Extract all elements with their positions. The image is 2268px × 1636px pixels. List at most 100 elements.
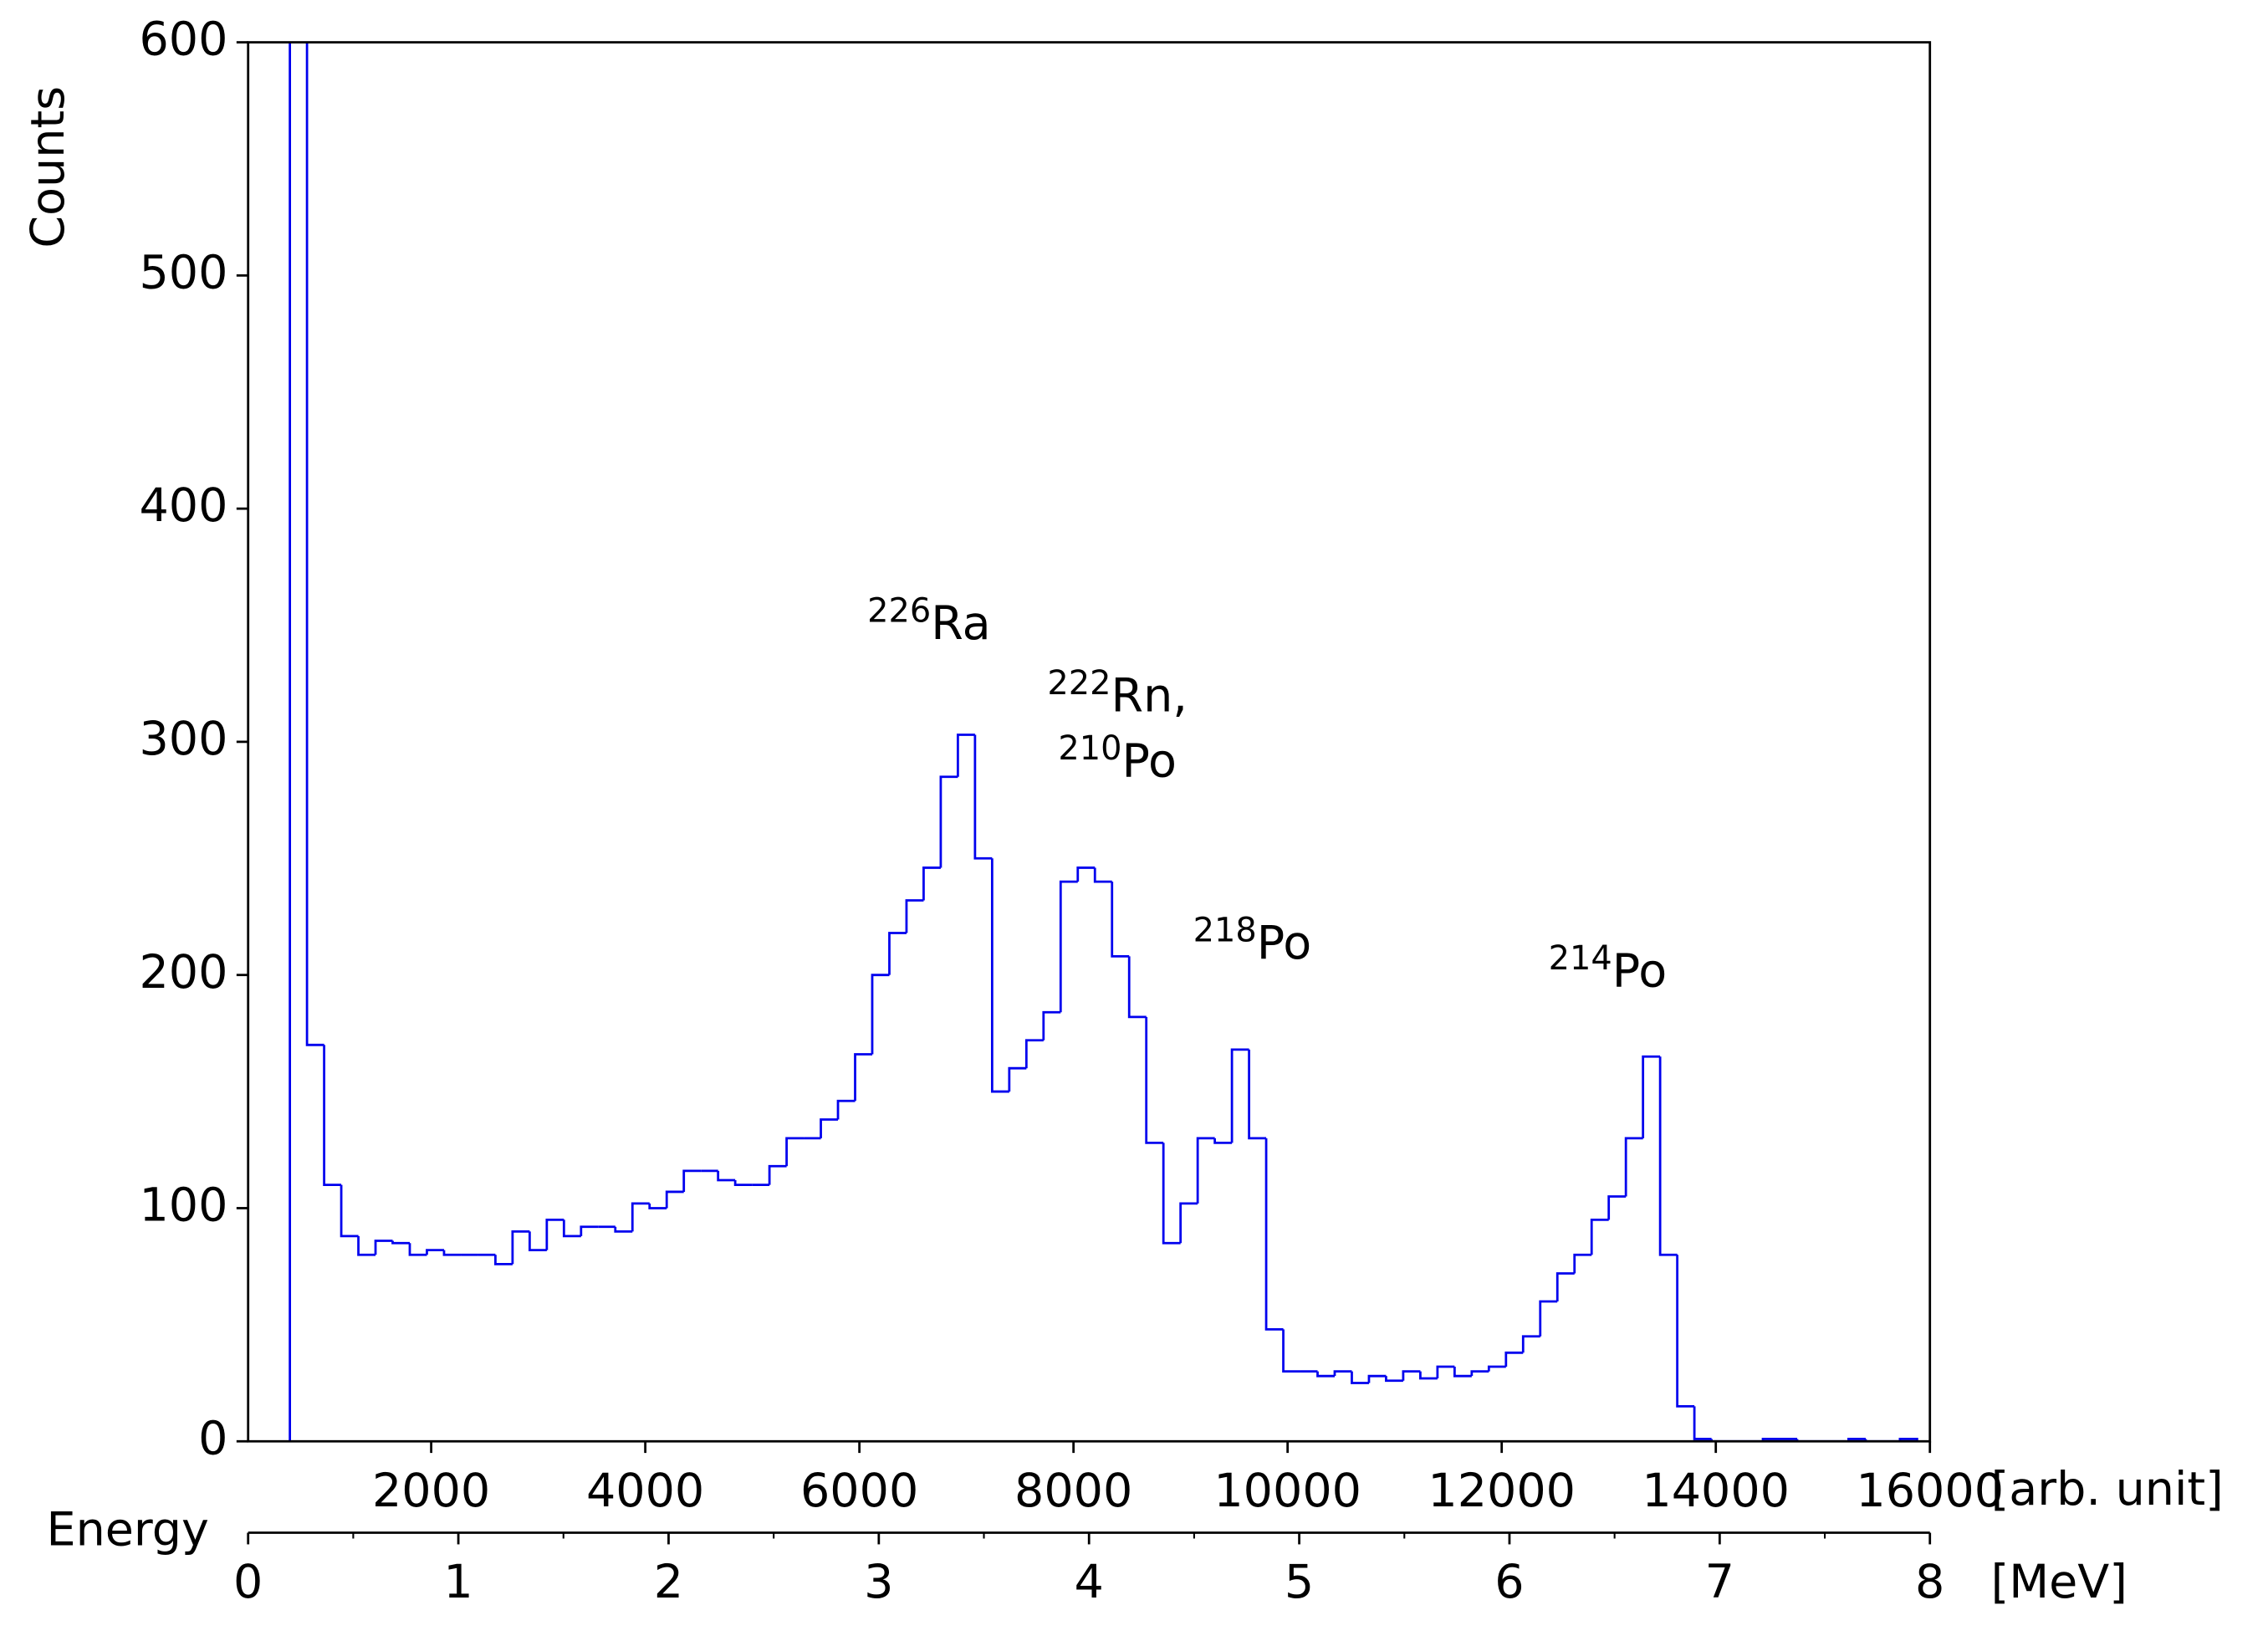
histogram-bin — [1642, 1055, 1661, 1138]
histogram-bin — [580, 1225, 599, 1236]
histogram-bin — [323, 1045, 342, 1186]
annotation: 226Ra — [867, 591, 991, 651]
histogram-bin — [1076, 867, 1096, 882]
histogram-bin — [391, 1240, 410, 1245]
x2-tick-label: 2 — [654, 1555, 683, 1609]
histogram-bin — [1710, 1439, 1729, 1442]
y-tick-label: 300 — [139, 712, 227, 766]
x2-tick-label: 0 — [233, 1555, 263, 1609]
histogram-bin — [305, 42, 324, 1046]
histogram-bin — [340, 1184, 359, 1238]
x2-tick-label: 3 — [864, 1555, 893, 1609]
annotation-mass: 210 — [1058, 729, 1121, 768]
y-tick-label: 400 — [139, 478, 227, 533]
histogram-bin — [1504, 1351, 1524, 1368]
histogram-bin — [1230, 1048, 1249, 1143]
x-tick-label: 10000 — [1213, 1464, 1361, 1518]
histogram — [289, 42, 1918, 1442]
histogram-bin — [1539, 1300, 1558, 1337]
histogram-bin — [1179, 1202, 1198, 1244]
histogram-bin — [854, 1053, 872, 1102]
y-tick-label: 200 — [139, 945, 227, 999]
histogram-bin — [1898, 1438, 1918, 1442]
annotation-mass: 214 — [1549, 939, 1612, 978]
x-tick-label: 4000 — [586, 1464, 704, 1518]
y-tick-label: 500 — [139, 245, 227, 299]
histogram-bin — [733, 1180, 753, 1186]
histogram-bin — [1573, 1253, 1592, 1274]
x2-axis-label: [MeV] — [1991, 1555, 2128, 1609]
histogram-bin — [1367, 1374, 1387, 1383]
histogram-bin — [1658, 1056, 1678, 1256]
x-axis-label: [arb. unit] — [1991, 1462, 2224, 1516]
histogram-bin — [785, 1137, 805, 1167]
annotation-element: Po — [1612, 944, 1667, 999]
histogram-bin — [1402, 1370, 1421, 1381]
histogram-bin — [1008, 1066, 1027, 1092]
histogram-bin — [426, 1249, 444, 1255]
x2-tick-label: 1 — [443, 1555, 472, 1609]
histogram-bin — [922, 867, 941, 901]
annotation-mass: 222 — [1047, 664, 1111, 703]
histogram-bin — [1042, 1010, 1061, 1040]
histogram-bin — [939, 775, 958, 868]
histogram-bin — [1351, 1371, 1369, 1384]
histogram-bin — [1162, 1143, 1181, 1245]
histogram-bin — [717, 1170, 736, 1182]
histogram-bin — [648, 1203, 667, 1209]
x-tick-label: 16000 — [1856, 1464, 2004, 1518]
histogram-bin — [1521, 1335, 1540, 1353]
x-tick-label: 14000 — [1642, 1464, 1790, 1518]
histogram-bin — [1385, 1376, 1403, 1383]
histogram-bin — [511, 1230, 530, 1265]
histogram-bin — [494, 1255, 513, 1265]
histogram-bin — [1453, 1367, 1472, 1378]
histogram-bin — [1624, 1137, 1643, 1197]
x2-tick-label: 4 — [1075, 1555, 1104, 1609]
histogram-bin — [562, 1219, 581, 1238]
histogram-bin — [990, 858, 1009, 1093]
histogram-bin — [1196, 1137, 1215, 1204]
annotation-element: Ra — [931, 596, 990, 651]
histogram-bin — [614, 1226, 633, 1233]
histogram-bin — [1059, 880, 1078, 1013]
y-tick-label: 600 — [139, 13, 227, 67]
histogram-bin — [1487, 1365, 1506, 1372]
histogram-bin — [1333, 1370, 1352, 1377]
histogram-bin — [1864, 1439, 1883, 1442]
annotation-element: Po — [1257, 916, 1311, 970]
histogram-bin — [1436, 1365, 1455, 1378]
histogram-bin — [905, 899, 924, 933]
histogram-bin — [836, 1099, 856, 1120]
x2-tick-label: 5 — [1285, 1555, 1314, 1609]
histogram-bin — [1590, 1219, 1609, 1255]
x2-tick-label: 7 — [1705, 1555, 1734, 1609]
y-tick-label: 0 — [198, 1411, 227, 1465]
histogram-bin — [408, 1243, 427, 1256]
x-tick-label: 2000 — [372, 1464, 490, 1518]
histogram-bin — [1419, 1371, 1438, 1380]
histogram-bin — [1282, 1329, 1301, 1373]
histogram-bin — [1693, 1406, 1712, 1440]
histogram-bin — [682, 1169, 702, 1192]
x2-axis-title: Energy — [47, 1503, 209, 1557]
histogram-bin — [1470, 1370, 1489, 1377]
histogram-bin — [1796, 1439, 1815, 1442]
histogram-bin — [871, 974, 890, 1055]
x-tick-label: 8000 — [1014, 1464, 1132, 1518]
histogram-bin — [357, 1235, 376, 1256]
histogram-bin — [1555, 1272, 1575, 1301]
histogram-bin — [1316, 1371, 1335, 1378]
annotation: 214Po — [1549, 939, 1668, 999]
x2-tick-label: 6 — [1494, 1555, 1524, 1609]
histogram-bin — [1248, 1049, 1267, 1140]
histogram-bin — [374, 1240, 393, 1255]
histogram-bin — [1213, 1138, 1233, 1144]
histogram-bin — [957, 734, 975, 777]
x-tick-label: 12000 — [1428, 1464, 1576, 1518]
histogram-bin — [289, 42, 292, 1442]
histogram-bin — [973, 734, 993, 860]
histogram-bin — [442, 1250, 462, 1256]
histogram-bin — [528, 1231, 547, 1252]
histogram-bin — [631, 1202, 650, 1232]
